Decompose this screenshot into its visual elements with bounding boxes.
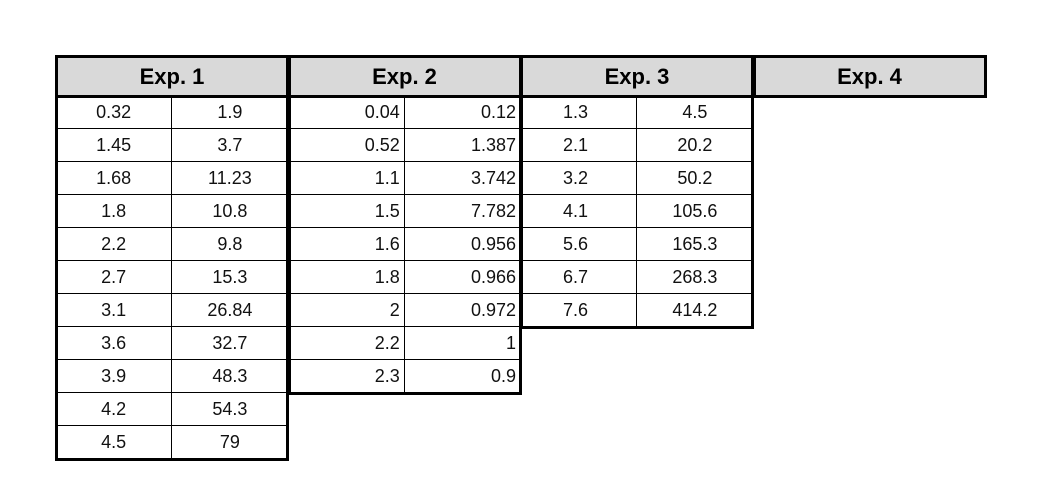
group-header: Exp. 1 [55,55,289,98]
group-header: Exp. 3 [520,55,754,98]
group-border [287,95,522,395]
group-border [520,95,754,329]
group-border [55,95,289,461]
group-header: Exp. 2 [287,55,522,98]
group-header: Exp. 4 [752,55,987,98]
